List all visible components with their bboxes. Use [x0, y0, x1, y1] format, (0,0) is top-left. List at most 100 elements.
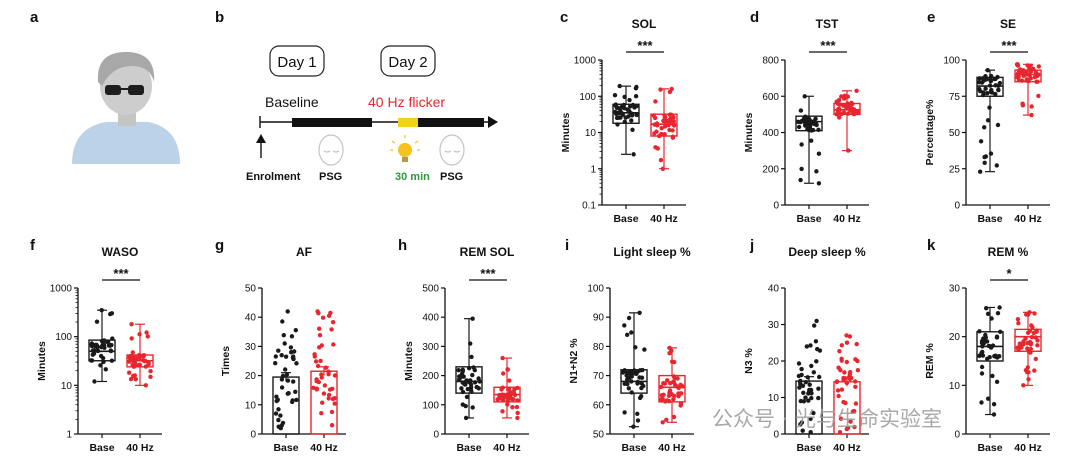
data-point [90, 352, 96, 357]
data-point [110, 336, 115, 341]
data-point [291, 354, 296, 359]
data-point [637, 310, 642, 315]
data-point [107, 343, 113, 348]
data-point [844, 426, 849, 432]
data-point [633, 94, 639, 99]
data-point [133, 377, 138, 382]
data-point [807, 125, 813, 130]
data-point [99, 308, 104, 313]
data-point [642, 347, 647, 352]
chart-title: Light sleep % [613, 245, 691, 259]
y-tick-label: 0 [954, 430, 960, 441]
y-tick-label: 75 [949, 92, 961, 103]
data-point [844, 380, 849, 386]
data-point [326, 313, 332, 318]
y-tick-label: 300 [422, 342, 439, 353]
significance-stars: *** [113, 266, 129, 281]
data-point [143, 383, 148, 388]
data-point [809, 391, 814, 396]
data-point [982, 339, 987, 345]
y-tick-label: 30 [245, 342, 257, 353]
y-axis-label: N3 % [743, 348, 755, 374]
y-tick-label: 50 [245, 284, 257, 295]
data-point [313, 359, 319, 364]
data-point [997, 305, 1002, 310]
flicker-night-bar [418, 118, 484, 127]
data-point [317, 345, 322, 350]
data-point [332, 373, 338, 378]
data-point [989, 316, 994, 321]
data-point [631, 424, 636, 429]
series-40hz [1014, 62, 1042, 118]
data-point [510, 405, 515, 410]
data-point [845, 101, 850, 106]
data-point [987, 105, 992, 110]
data-point [659, 384, 664, 390]
data-point [816, 127, 821, 132]
data-point [1036, 72, 1041, 77]
data-point [276, 348, 281, 353]
data-point [670, 359, 675, 364]
y-tick-label: 100 [579, 92, 596, 103]
x-tick-label: 40 Hz [833, 442, 860, 454]
data-point [103, 367, 109, 372]
data-point [273, 411, 279, 416]
timeline-arrowhead [488, 116, 498, 128]
data-point [127, 359, 132, 364]
data-point [465, 386, 470, 392]
data-point [505, 402, 510, 407]
data-point [1030, 325, 1035, 330]
series-40hz [126, 322, 154, 388]
data-point [667, 351, 672, 356]
data-point [838, 416, 844, 421]
data-point [1015, 63, 1021, 68]
data-point [143, 358, 148, 363]
data-point [615, 122, 620, 127]
data-point [500, 355, 505, 361]
data-point [280, 319, 285, 324]
enrolment-arrowhead [256, 134, 266, 143]
data-point [809, 395, 814, 401]
data-point [846, 148, 851, 153]
y-tick-label: 0 [250, 430, 256, 441]
data-point [658, 87, 663, 92]
data-point [500, 394, 505, 399]
data-point [291, 379, 296, 384]
y-axis-label: Minutes [560, 113, 572, 153]
series-base [455, 316, 483, 421]
data-point [470, 372, 475, 378]
data-point [981, 336, 986, 341]
data-point [675, 376, 680, 381]
data-point [854, 341, 859, 347]
chart-e: SE 0 25 50 75 100 Percentage% Base 40 Hz *** [924, 17, 1050, 225]
series-40hz [493, 355, 521, 421]
panel-label-a: a [30, 9, 39, 26]
data-point [993, 83, 998, 88]
series-base [976, 68, 1004, 174]
watermark-text: 公众号 · 光与生命实验室 [712, 407, 942, 431]
y-axis-label: REM % [924, 343, 936, 379]
data-point [635, 418, 641, 423]
data-point [468, 385, 474, 390]
data-point [807, 387, 812, 393]
panel-label-g: g [215, 237, 224, 254]
data-point [506, 386, 512, 391]
data-point [667, 127, 672, 133]
data-point [674, 384, 679, 389]
chart-d: TST 0 200 400 600 800 Minutes Base 40 Hz *** [743, 17, 869, 225]
data-point [989, 90, 995, 95]
data-point [676, 391, 681, 396]
data-point [667, 89, 673, 95]
data-point [797, 379, 803, 385]
data-point [463, 415, 469, 421]
data-point [834, 99, 839, 105]
data-point [625, 332, 630, 337]
data-point [983, 154, 989, 159]
data-point [130, 355, 135, 360]
data-point [470, 405, 475, 410]
data-point [816, 181, 822, 186]
x-tick-label: 40 Hz [493, 442, 520, 454]
data-point [988, 344, 993, 349]
data-point [497, 396, 502, 401]
data-point [1022, 71, 1027, 76]
